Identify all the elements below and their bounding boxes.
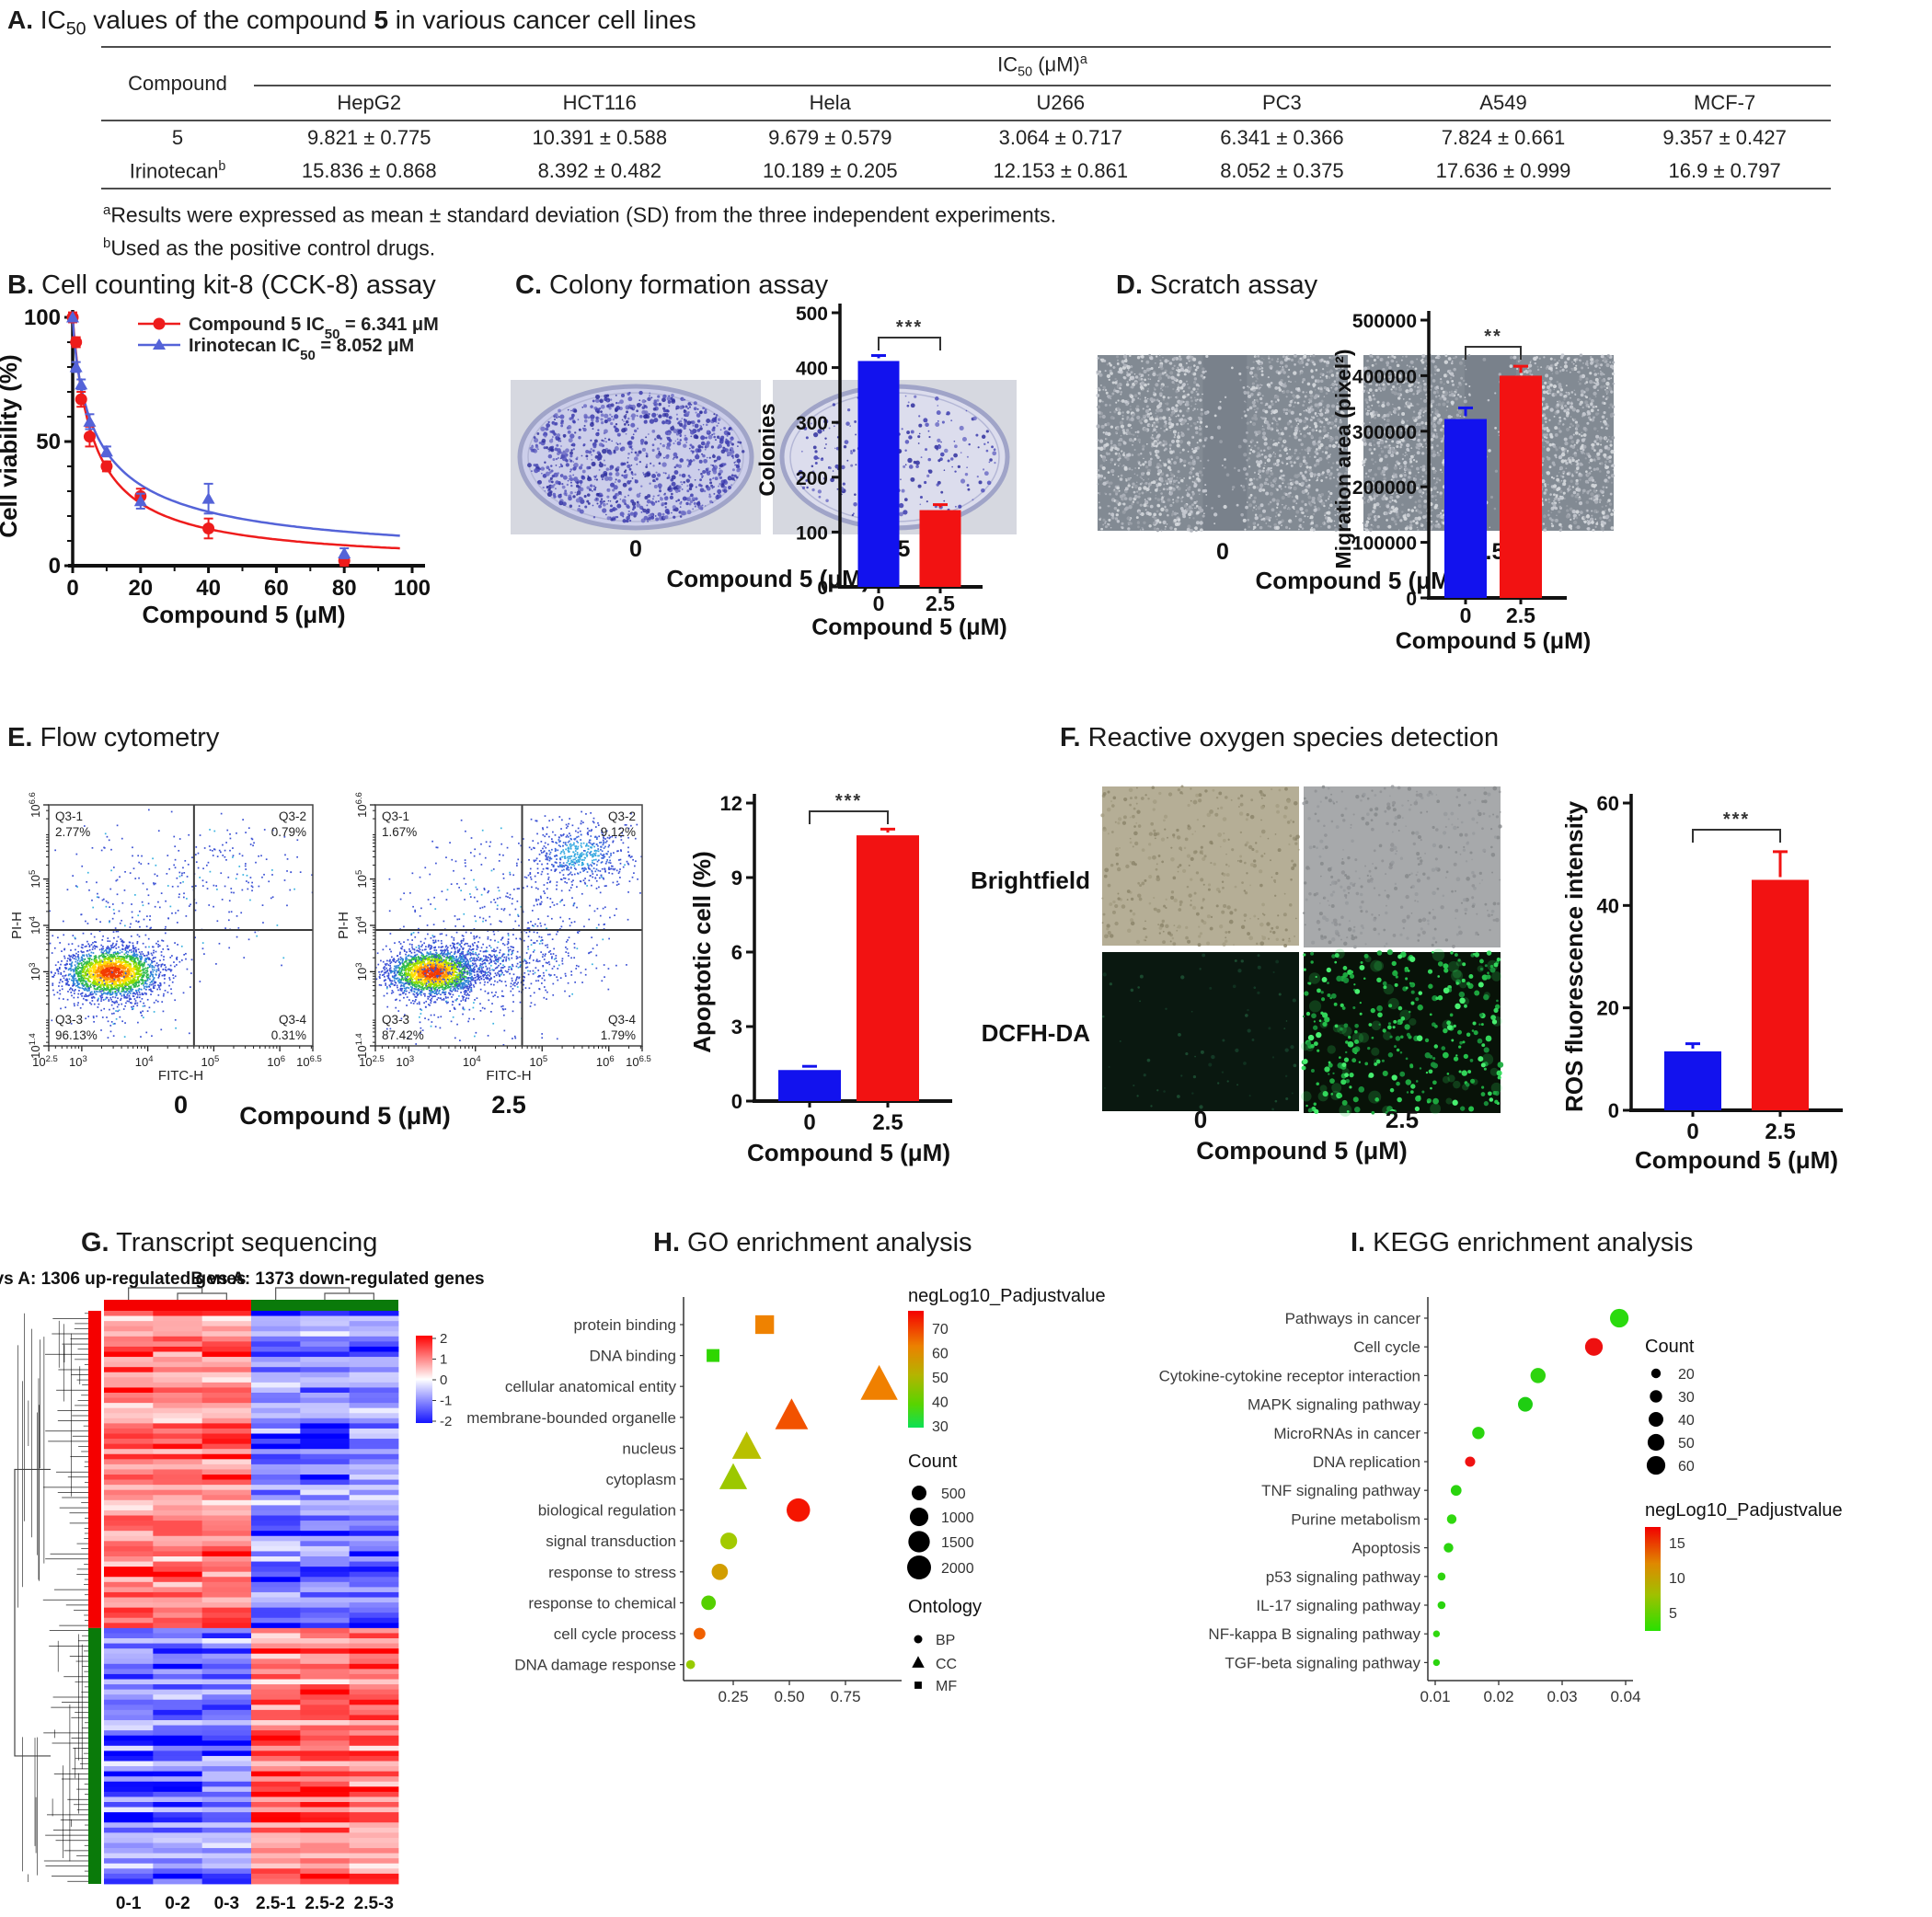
- panel-h-title: H. GO enrichment analysis: [653, 1228, 972, 1257]
- svg-text:100: 100: [24, 305, 61, 330]
- panel-i-title: I. KEGG enrichment analysis: [1351, 1228, 1694, 1257]
- col-header: HCT116: [484, 85, 716, 121]
- table-cellline-header-row: HepG2 HCT116 Hela U266 PC3 A549 MCF-7: [101, 85, 1831, 121]
- svg-text:Compound 5 (μM): Compound 5 (μM): [811, 614, 1006, 640]
- svg-text:0: 0: [49, 554, 61, 579]
- svg-text:100: 100: [796, 522, 828, 544]
- panel-e-title: E. Flow cytometry: [7, 723, 220, 752]
- row-name: Irinotecanb: [101, 154, 254, 190]
- migration-bar-ch art: 01000002000003000004000005000000 2.5**Com…: [1331, 311, 1591, 654]
- panel-a-label: A.: [7, 6, 33, 34]
- svg-text:200: 200: [796, 468, 828, 489]
- svg-text:2.5: 2.5: [926, 591, 955, 615]
- footnote-a: aResults were expressed as mean ± standa…: [103, 202, 1057, 227]
- ic50-group-header: IC50 (μM)a: [254, 46, 1831, 86]
- svg-text:***: ***: [896, 317, 923, 338]
- svg-text:Compound 5 IC50 = 6.341 μM: Compound 5 IC50 = 6.341 μM: [189, 315, 439, 342]
- dcfhda-row-label: DCFH-DA: [981, 1019, 1090, 1047]
- panel-b-title: B. Cell counting kit-8 (CCK-8) assay: [7, 270, 436, 300]
- ic50-table: Compound IC50 (μM)a HepG2 HCT116 Hela U2…: [101, 46, 1831, 190]
- svg-text:Colonies: Colonies: [755, 403, 780, 496]
- svg-text:20: 20: [128, 576, 153, 601]
- svg-text:Irinotecan IC50 = 8.052 μM: Irinotecan IC50 = 8.052 μM: [189, 336, 414, 363]
- footnote-b: bUsed as the positive control drugs.: [103, 235, 436, 260]
- flow-cytometry-plots: Q3-12.77%Q3-20.79%Q3-396.13%Q3-40.31%102…: [9, 792, 651, 1130]
- svg-text:500: 500: [796, 304, 828, 325]
- svg-text:50: 50: [36, 430, 61, 454]
- col-header: A549: [1387, 85, 1619, 121]
- panel-g-title: G. Transcript sequencing: [81, 1228, 378, 1257]
- col-header: HepG2: [254, 85, 485, 121]
- svg-text:0: 0: [817, 578, 828, 599]
- panel-a-title: A. IC50 values of the compound 5 in vari…: [7, 6, 696, 40]
- svg-text:Compound 5 (μM): Compound 5 (μM): [143, 601, 346, 628]
- compound-header: Compound: [101, 46, 254, 121]
- svg-text:60: 60: [264, 576, 289, 601]
- svg-text:400: 400: [796, 359, 828, 380]
- panel-c-title: C. Colony formation assay: [515, 270, 829, 300]
- col-header: MCF-7: [1618, 85, 1831, 121]
- col-header: U266: [945, 85, 1177, 121]
- col-header: Hela: [715, 85, 946, 121]
- svg-text:80: 80: [332, 576, 357, 601]
- svg-text:Cell viability (%): Cell viability (%): [0, 354, 22, 537]
- svg-text:0: 0: [629, 536, 642, 562]
- col-header: PC3: [1176, 85, 1388, 121]
- row-name: 5: [171, 125, 184, 149]
- table-row: Irinotecanb 15.836 ± 0.868 8.392 ± 0.482…: [101, 154, 1831, 190]
- svg-text:40: 40: [196, 576, 221, 601]
- cck8-line-chart: 0 50 100 0 20 40 60 80 100 Compound 5 IC50 = 6.34…: [0, 305, 439, 628]
- brightfield-row-label: Brightfield: [971, 867, 1090, 894]
- svg-text:300: 300: [796, 413, 828, 434]
- panel-f-title: F. Reactive oxygen species detection: [1060, 723, 1500, 752]
- panel-d-title: D. Scratch assay: [1116, 270, 1318, 300]
- colonies-bar-chart: 0 100 200 300 400 500 0 2.5 *** Compound 5 (μM) Co…: [755, 304, 1007, 640]
- svg-text:100: 100: [394, 576, 431, 601]
- svg-text:0: 0: [66, 576, 78, 601]
- table-group-header-row: Compound IC50 (μM)a: [101, 46, 1831, 121]
- table-row: 5 9.821 ± 0.775 10.391 ± 0.588 9.679 ± 0…: [101, 121, 1831, 155]
- svg-text:0: 0: [873, 591, 885, 615]
